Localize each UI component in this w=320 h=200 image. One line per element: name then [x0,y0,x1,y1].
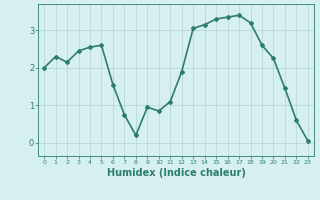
X-axis label: Humidex (Indice chaleur): Humidex (Indice chaleur) [107,168,245,178]
